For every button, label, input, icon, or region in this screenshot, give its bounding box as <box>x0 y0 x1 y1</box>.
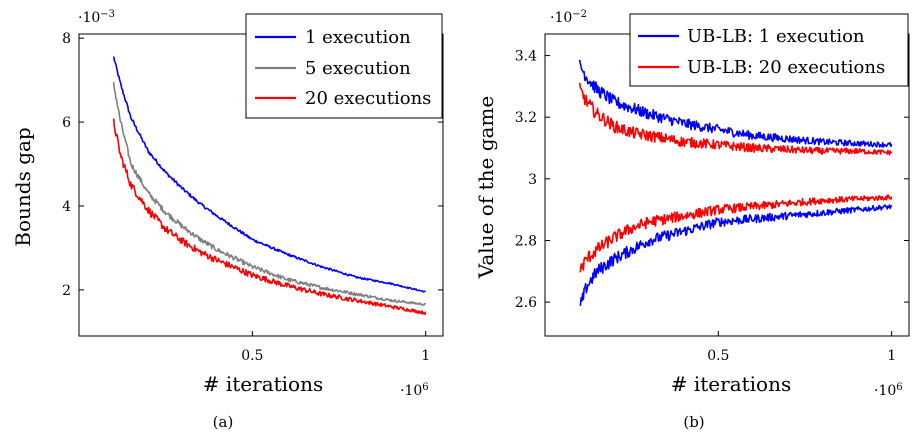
panel-b-legend-box <box>629 13 909 87</box>
legend-label-5-execution: 5 execution <box>305 58 411 79</box>
panel-b-y-tick-label: 3.2 <box>515 110 537 126</box>
panel-a-plot-lines <box>112 56 427 315</box>
panel-a-legend: 1 execution 5 execution 20 executions <box>245 13 443 119</box>
panel-b-x-tick-label: 1 <box>887 348 896 364</box>
series-line-5-execution <box>112 82 427 306</box>
panel-b-y-axis-label: Value of the game <box>474 96 498 279</box>
panel-a-y-tick-label: 2 <box>62 283 71 299</box>
series-line-20-executions <box>112 118 427 315</box>
panel-a-legend-box <box>245 13 443 119</box>
panel-a-x-axis-label: # iterations <box>203 372 324 396</box>
panel-a-x-multiplier: ·106 <box>400 382 429 400</box>
panel-b-value-of-game-chart: 2.62.833.23.4 0.5 1 ·10−2 ·106 # iteratio… <box>474 9 910 431</box>
series-line-ub-lb-1-execution-upper-bound <box>578 59 893 148</box>
panel-a-y-axis-label: Bounds gap <box>11 127 35 246</box>
panel-a-caption: (a) <box>213 413 234 431</box>
panel-a-y-tick-label: 8 <box>62 31 71 47</box>
panel-b-y-multiplier: ·10−2 <box>550 9 587 27</box>
legend-label-1-execution: 1 execution <box>305 27 411 48</box>
legend-label-20-executions: 20 executions <box>305 88 431 109</box>
legend-label-ub-lb-20-executions: UB-LB: 20 executions <box>687 57 885 78</box>
panel-a-y-tick-label: 6 <box>62 115 71 131</box>
series-line-ub-lb-1-execution-lower-bound <box>579 204 893 306</box>
series-line-ub-lb-20-executions-lower-bound <box>579 194 893 273</box>
panel-b-caption: (b) <box>683 413 704 431</box>
series-line-ub-lb-20-executions-upper-bound <box>578 82 893 156</box>
panel-b-x-ticks: 0.5 1 <box>707 34 896 364</box>
panel-a-x-ticks: 0.5 1 <box>241 34 430 364</box>
panel-a-x-tick-label: 1 <box>421 348 430 364</box>
panel-b-y-ticks: 2.6 2.8 3 3.2 3.4 <box>515 49 909 311</box>
legend-label-ub-lb-1-execution: UB-LB: 1 execution <box>687 26 865 47</box>
panel-b-x-axis-label: # iterations <box>671 372 792 396</box>
panel-b-y-tick-label: 3.4 <box>515 49 537 65</box>
panel-a-x-tick-label: 0.5 <box>241 348 263 364</box>
panel-b-x-tick-label: 0.5 <box>707 348 729 364</box>
panel-b-y-tick-label: 2.6 <box>515 295 537 311</box>
panel-b-legend: UB-LB: 1 execution UB-LB: 20 executions <box>629 13 909 87</box>
panel-a-y-multiplier: ·10−3 <box>78 9 115 27</box>
panel-b-y-tick-label: 3 <box>528 172 537 188</box>
panel-b-plot-lines <box>578 59 893 306</box>
panel-a-y-tick-label: 4 <box>62 199 71 215</box>
panel-b-y-tick-label: 2.8 <box>515 233 537 249</box>
series-line-1-execution <box>112 56 426 293</box>
panel-b-x-multiplier: ·106 <box>874 382 903 400</box>
